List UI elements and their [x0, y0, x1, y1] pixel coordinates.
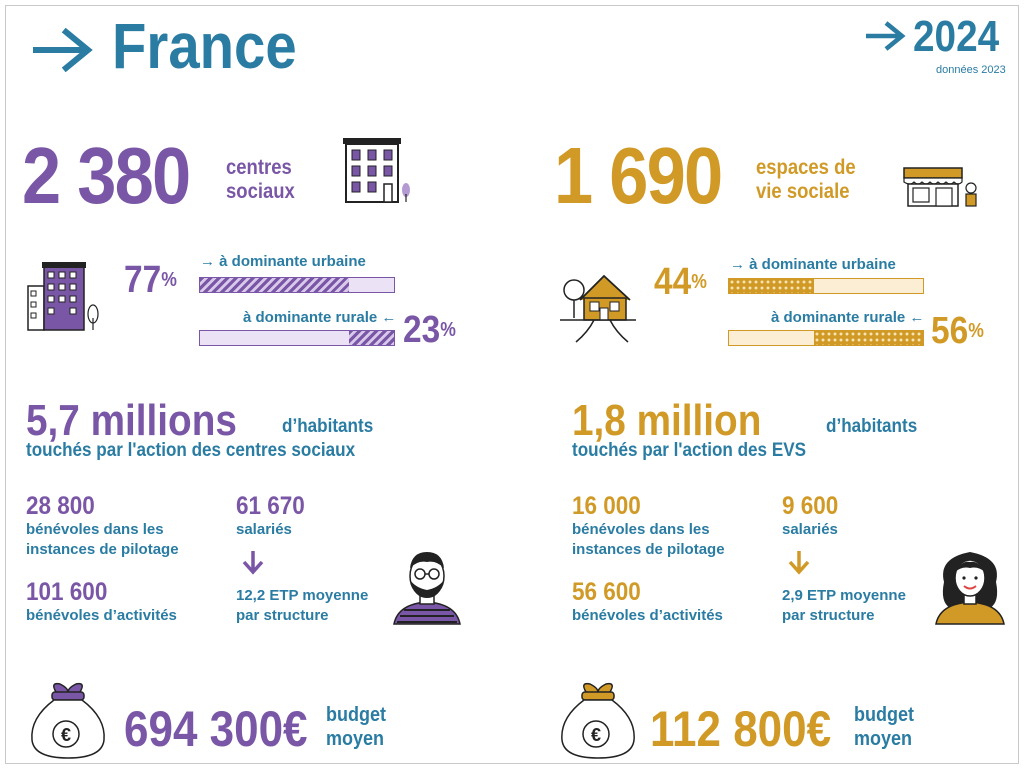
evs-rural-percent: 56% — [931, 310, 984, 352]
evs-rural-bar-fill — [814, 331, 923, 345]
evs-urban-pct-value: 44 — [654, 261, 692, 303]
centres-budget-label-1: budget — [326, 704, 386, 726]
evs-budget-value: 112 800€ — [650, 701, 832, 757]
centres-rural-percent: 23% — [403, 309, 456, 351]
centres-rural-bar-fill — [349, 331, 394, 345]
evs-inhabitants-unit: d’habitants — [826, 416, 918, 437]
centres-urban-label: → à dominante urbaine — [200, 253, 366, 270]
arrow-right-icon — [33, 28, 93, 72]
money-bag-icon: € — [561, 682, 635, 759]
centres-etp-line2: par structure — [236, 607, 329, 624]
centres-etp-line1: 12,2 ETP moyenne — [236, 587, 369, 604]
evs-volunteers-pilot-value: 16 000 — [572, 492, 641, 520]
evs-employees-label: salariés — [782, 521, 838, 538]
centres-volunteers-pilot-value: 28 800 — [26, 492, 95, 520]
centres-budget-label-2: moyen — [326, 728, 385, 750]
man-avatar-icon — [393, 552, 461, 625]
evs-volunteers-act-value: 56 600 — [572, 578, 641, 606]
infographic-page: France 2024 données 2023 2 380 centres s… — [5, 5, 1019, 764]
shop-icon — [903, 167, 977, 207]
centres-rural-bar — [199, 330, 395, 346]
centres-inhabitants-value: 5,7 millions — [26, 396, 237, 445]
money-bag-icon: € — [31, 682, 105, 759]
evs-count: 1 690 — [554, 131, 723, 220]
centres-rural-pct-value: 23 — [403, 309, 441, 351]
evs-rural-bar — [728, 330, 924, 346]
evs-volunteers-pilot-label-1: bénévoles dans les — [572, 521, 710, 538]
evs-volunteers-pilot-label-2: instances de pilotage — [572, 541, 725, 558]
woman-avatar-icon — [935, 552, 1005, 625]
page-title: France — [112, 10, 297, 82]
centres-rural-label: à dominante rurale ← — [243, 309, 397, 326]
centres-volunteers-pilot-label-1: bénévoles dans les — [26, 521, 164, 538]
centres-volunteers-pilot-label-2: instances de pilotage — [26, 541, 179, 558]
evs-label-1: espaces de — [756, 156, 856, 179]
arrow-down-icon — [788, 551, 810, 575]
centres-budget-value: 694 300€ — [124, 701, 308, 757]
evs-urban-label: → à dominante urbaine — [730, 256, 896, 273]
centres-employees-label: salariés — [236, 521, 292, 538]
evs-inhabitants-value: 1,8 million — [572, 396, 762, 445]
evs-urban-bar — [728, 278, 924, 294]
evs-budget-label-2: moyen — [854, 728, 913, 750]
centres-inhabitants-unit: d’habitants — [282, 416, 374, 437]
house-countryside-icon — [560, 274, 636, 343]
evs-volunteers-act-label: bénévoles d’activités — [572, 607, 723, 624]
centres-urban-pct-value: 77 — [124, 259, 162, 301]
centres-label-1: centres — [226, 156, 292, 179]
centres-urban-percent: 77% — [124, 259, 177, 301]
data-year-note: données 2023 — [936, 64, 1006, 76]
centres-inhabitants-caption: touchés par l'action des centres sociaux — [26, 440, 356, 461]
evs-employees-value: 9 600 — [782, 492, 839, 520]
evs-etp-line2: par structure — [782, 607, 875, 624]
evs-budget-label-1: budget — [854, 704, 914, 726]
centres-employees-value: 61 670 — [236, 492, 305, 520]
evs-etp-line1: 2,9 ETP moyenne — [782, 587, 906, 604]
svg-text:€: € — [61, 725, 71, 745]
centres-urban-bar — [199, 277, 395, 293]
city-buildings-icon — [27, 262, 99, 331]
centres-volunteers-act-value: 101 600 — [26, 578, 108, 606]
evs-urban-bar-fill — [729, 279, 815, 293]
evs-rural-label: à dominante rurale ← — [771, 309, 925, 326]
year-label: 2024 — [913, 12, 1000, 61]
evs-rural-pct-value: 56 — [931, 310, 969, 352]
svg-text:€: € — [591, 725, 601, 745]
centres-volunteers-act-label: bénévoles d’activités — [26, 607, 177, 624]
centres-urban-bar-fill — [200, 278, 350, 292]
centres-label-2: sociaux — [226, 180, 295, 203]
evs-inhabitants-caption: touchés par l'action des EVS — [572, 440, 807, 461]
apartment-building-icon — [343, 138, 410, 203]
arrow-down-icon — [242, 551, 264, 575]
arrow-right-icon — [866, 21, 906, 51]
evs-label-2: vie sociale — [756, 180, 850, 203]
centres-count: 2 380 — [22, 131, 191, 220]
evs-urban-percent: 44% — [654, 261, 707, 303]
